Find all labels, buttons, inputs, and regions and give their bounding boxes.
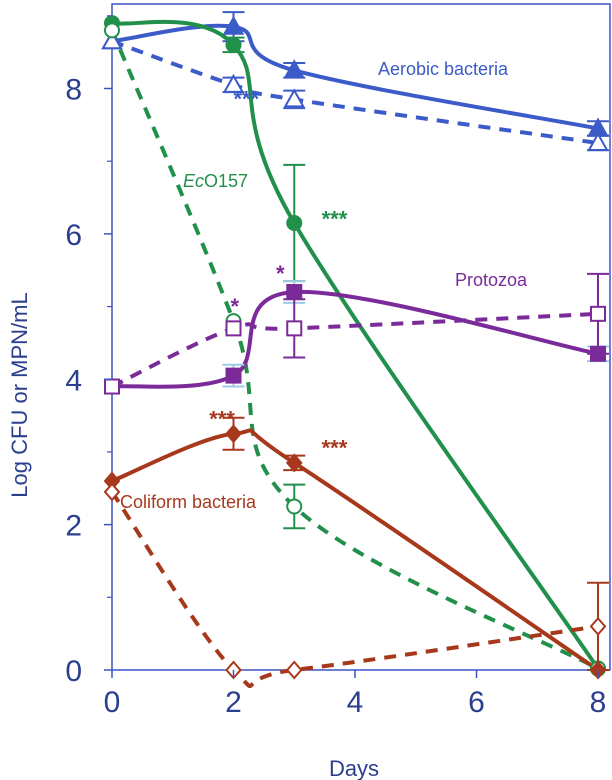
y-tick-label: 2 — [65, 510, 82, 543]
significance-marker: *** — [322, 207, 348, 232]
y-tick-label: 0 — [65, 655, 82, 688]
series-line-ec_dashed — [110, 29, 599, 671]
y-tick-label: 6 — [65, 219, 82, 252]
marker-coliform_solid — [285, 453, 303, 473]
significance-marker: *** — [209, 406, 235, 431]
series-line-coliform_dashed — [110, 490, 599, 689]
series-lines — [110, 19, 600, 689]
marker-ec_dashed — [286, 498, 303, 515]
series-line-ec_solid — [111, 19, 600, 670]
x-tick-label: 2 — [225, 686, 242, 719]
series-line-aerobic_solid — [111, 23, 599, 131]
x-axis-title: Days — [329, 756, 379, 780]
marker-protozoa_solid — [286, 284, 303, 301]
marker-protozoa_solid — [590, 345, 606, 362]
marker-ec_dashed — [104, 22, 120, 39]
series-line-coliform_solid — [111, 428, 600, 672]
marker-protozoa_solid — [225, 367, 242, 384]
marker-coliform_dashed — [285, 660, 303, 680]
x-tick-label: 6 — [468, 686, 485, 719]
significance-marker: * — [230, 294, 239, 319]
marker-coliform_dashed — [589, 616, 607, 636]
marker-aerobic_solid — [222, 15, 245, 35]
series-line-aerobic_dashed — [111, 39, 599, 145]
marker-protozoa_dashed — [286, 320, 303, 337]
marker-ec_solid — [225, 36, 242, 53]
axis-ticks: 0 2 4 6 8 0 2 4 6 8 — [65, 15, 607, 719]
legend-aerobic-bacteria: Aerobic bacteria — [378, 59, 509, 79]
legend-ec-o157: EcO157 — [183, 171, 248, 191]
marker-coliform_dashed — [103, 482, 121, 502]
marker-aerobic_dashed — [222, 73, 245, 93]
x-tick-label: 4 — [347, 686, 364, 719]
significance-marker: *** — [234, 87, 260, 112]
marker-ec_solid — [286, 214, 303, 231]
marker-aerobic_dashed — [101, 30, 123, 50]
legend-coliform-bacteria: Coliform bacteria — [120, 492, 257, 512]
series-line-protozoa_solid — [111, 289, 599, 389]
marker-protozoa_dashed — [104, 378, 120, 395]
marker-coliform_solid — [225, 424, 242, 444]
y-tick-label: 4 — [65, 364, 82, 397]
x-tick-label: 0 — [104, 686, 121, 719]
marker-protozoa_dashed — [225, 320, 242, 337]
y-axis-title: Log CFU or MPN/mL — [7, 292, 32, 497]
annotations: ************** — [209, 87, 348, 461]
y-tick-label: 8 — [65, 74, 82, 107]
marker-protozoa_dashed — [590, 305, 606, 322]
significance-marker: * — [276, 261, 285, 286]
significance-marker: *** — [322, 436, 348, 461]
x-tick-label: 8 — [590, 686, 607, 719]
marker-aerobic_solid — [283, 59, 305, 79]
marker-aerobic_dashed — [587, 131, 609, 152]
legend-protozoa: Protozoa — [455, 270, 528, 290]
marker-aerobic_dashed — [283, 88, 305, 108]
